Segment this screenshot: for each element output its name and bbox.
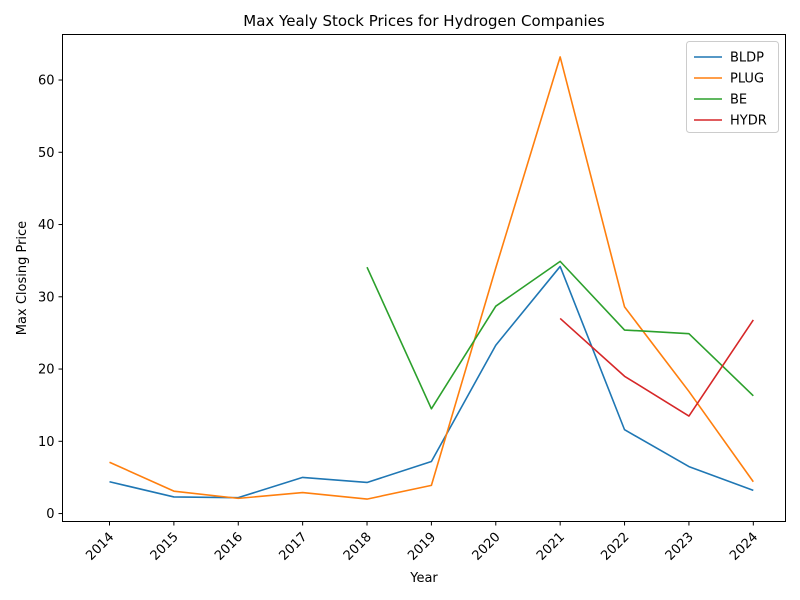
legend-box	[686, 41, 779, 133]
x-tick-label: 2015	[148, 530, 182, 564]
legend-label-plug: PLUG	[730, 72, 764, 87]
legend-label-bldp: BLDP	[730, 51, 764, 66]
x-tick-label: 2018	[341, 530, 375, 564]
x-tick-label: 2014	[83, 530, 117, 564]
x-tick-label: 2024	[727, 530, 761, 564]
y-tick-label: 10	[38, 435, 55, 450]
series-line-plug	[109, 56, 754, 500]
x-axis: 2014 2015 2016 2017 2018 2019 2020 2021 2022 2023…	[83, 521, 761, 564]
x-tick-label: 2016	[212, 530, 246, 564]
legend-label-hydr: HYDR	[730, 114, 767, 129]
y-tick-label: 40	[38, 218, 55, 233]
series-lines	[109, 56, 754, 500]
y-tick-label: 20	[38, 363, 55, 378]
x-tick-label: 2022	[598, 530, 632, 564]
x-axis-label: Year	[409, 571, 438, 586]
legend-label-be: BE	[730, 93, 747, 108]
chart-title: Max Yealy Stock Prices for Hydrogen Comp…	[243, 12, 605, 30]
y-tick-label: 60	[38, 74, 55, 89]
x-tick-label: 2020	[470, 530, 504, 564]
x-tick-label: 2021	[534, 530, 568, 564]
series-line-hydr	[559, 317, 754, 417]
series-line-bldp	[109, 265, 754, 499]
y-axis: 0 10 20 30 40 50 60	[38, 74, 63, 522]
x-tick-label: 2019	[405, 530, 439, 564]
x-tick-label: 2023	[663, 530, 697, 564]
plot-frame	[62, 34, 786, 522]
y-tick-label: 30	[38, 290, 55, 305]
x-tick-label: 2017	[276, 530, 310, 564]
series-line-be	[366, 260, 754, 410]
y-tick-label: 50	[38, 146, 55, 161]
y-axis-label: Max Closing Price	[15, 221, 30, 335]
legend: BLDP PLUG BE HYDR	[686, 41, 779, 133]
y-tick-label: 0	[46, 507, 54, 522]
